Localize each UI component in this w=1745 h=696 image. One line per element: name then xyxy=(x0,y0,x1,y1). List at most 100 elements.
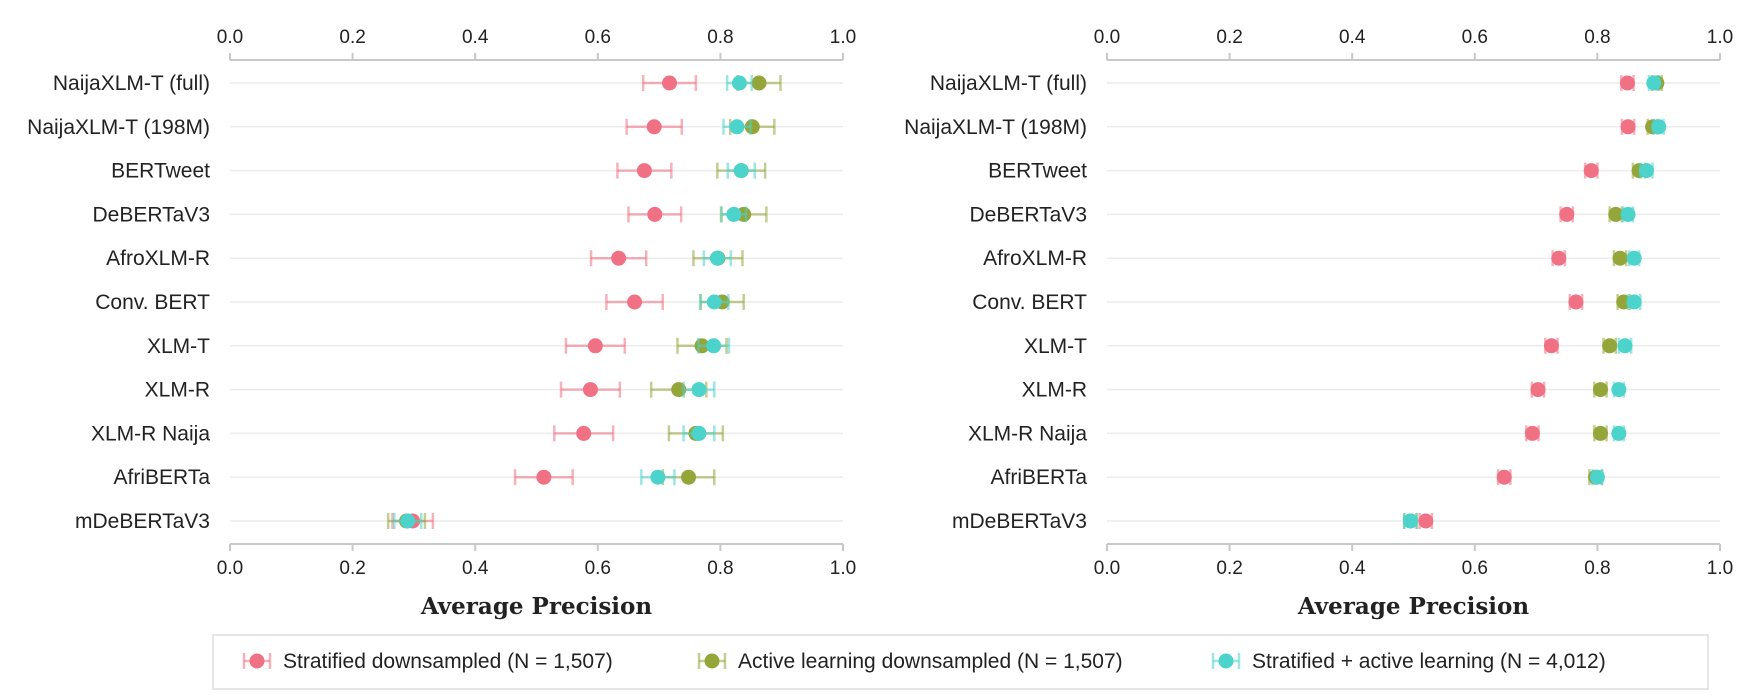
category-label: XLM-R Naija xyxy=(968,422,1087,445)
category-label: NaijaXLM-T (198M) xyxy=(904,116,1087,139)
legend-label: Active learning downsampled (N = 1,507) xyxy=(738,650,1123,673)
panel-1: 0.0 0.2 0.4 0.6 0.8 1.0 0.0 0.2 0.4 0.6 0.8 1.0 Aver… xyxy=(27,27,856,620)
data-point xyxy=(587,338,603,354)
category-label: NaijaXLM-T (full) xyxy=(53,72,210,95)
x-tick-label: 1.0 xyxy=(1707,27,1733,48)
category-label: Conv. BERT xyxy=(972,291,1087,314)
x-tick-label: 0.8 xyxy=(1584,558,1610,579)
legend-box xyxy=(212,634,1709,690)
data-point xyxy=(744,119,760,135)
x-tick-label: 0.8 xyxy=(707,27,733,48)
category-label: AfriBERTa xyxy=(114,466,211,489)
x-tick-label: 0.2 xyxy=(339,27,365,48)
x-tick-label: 0.0 xyxy=(1094,558,1120,579)
data-point xyxy=(751,75,767,91)
data-point xyxy=(1626,294,1642,310)
data-point xyxy=(1583,163,1599,179)
data-point xyxy=(1626,250,1642,266)
data-point xyxy=(691,425,707,441)
data-point xyxy=(1602,338,1618,354)
category-label: XLM-T xyxy=(147,335,210,358)
category-label: AfroXLM-R xyxy=(983,247,1087,270)
data-point xyxy=(1651,119,1667,135)
category-label: Conv. BERT xyxy=(95,291,210,314)
data-point xyxy=(726,206,742,222)
data-point xyxy=(582,382,598,398)
data-point xyxy=(400,513,416,529)
category-label: XLM-T xyxy=(1024,335,1087,358)
data-point xyxy=(1646,75,1662,91)
legend-label: Stratified downsampled (N = 1,507) xyxy=(283,650,613,673)
category-label: NaijaXLM-T (full) xyxy=(930,72,1087,95)
category-label: DeBERTaV3 xyxy=(92,203,210,226)
legend-marker xyxy=(704,653,720,669)
category-label: XLM-R xyxy=(145,379,210,402)
x-tick-label: 0.4 xyxy=(1339,558,1366,579)
category-label: AfroXLM-R xyxy=(106,247,210,270)
data-point xyxy=(709,250,725,266)
data-point xyxy=(1543,338,1559,354)
x-tick-label: 0.6 xyxy=(585,558,611,579)
x-tick-label: 1.0 xyxy=(830,558,856,579)
data-point xyxy=(1611,382,1627,398)
category-label: NaijaXLM-T (198M) xyxy=(27,116,210,139)
series-1 xyxy=(391,75,698,529)
data-point xyxy=(1589,469,1605,485)
data-point xyxy=(1551,250,1567,266)
data-point xyxy=(691,382,707,398)
x-tick-label: 1.0 xyxy=(1707,558,1733,579)
data-point xyxy=(706,294,722,310)
panel-2: 0.0 0.2 0.4 0.6 0.8 1.0 0.0 0.2 0.4 0.6 0.8 1.0 Aver… xyxy=(904,27,1733,620)
x-axis-label: Average Precision xyxy=(420,593,652,620)
data-point xyxy=(1402,513,1418,529)
data-point xyxy=(536,469,552,485)
category-label: DeBERTaV3 xyxy=(969,203,1087,226)
x-tick-label: 0.0 xyxy=(1094,27,1120,48)
data-point xyxy=(1619,75,1635,91)
x-tick-label: 0.6 xyxy=(585,27,611,48)
data-point xyxy=(1592,382,1608,398)
x-tick-label: 0.6 xyxy=(1462,558,1488,579)
data-point xyxy=(706,338,722,354)
legend-item-1: Stratified downsampled (N = 1,507) xyxy=(242,650,613,673)
data-point xyxy=(731,75,747,91)
x-tick-label: 0.8 xyxy=(707,558,733,579)
category-label: BERTweet xyxy=(111,160,210,183)
data-point xyxy=(662,75,678,91)
data-point xyxy=(1418,513,1434,529)
data-point xyxy=(681,469,697,485)
x-tick-label: 0.0 xyxy=(217,27,243,48)
data-point xyxy=(729,119,745,135)
data-point xyxy=(1638,163,1654,179)
series-3 xyxy=(1402,75,1667,529)
data-point xyxy=(1620,119,1636,135)
data-point xyxy=(650,469,666,485)
data-point xyxy=(1617,338,1633,354)
data-point xyxy=(1611,425,1627,441)
x-tick-label: 0.0 xyxy=(217,558,243,579)
legend-marker xyxy=(249,653,265,669)
data-point xyxy=(733,163,749,179)
legend: Stratified downsampled (N = 1,507) Active… xyxy=(212,634,1709,690)
series-3 xyxy=(393,75,756,529)
data-point xyxy=(1608,206,1624,222)
legend-label: Stratified + active learning (N = 4,012) xyxy=(1252,650,1606,673)
category-label: mDeBERTaV3 xyxy=(75,510,210,533)
chart-panels: 0.0 0.2 0.4 0.6 0.8 1.0 0.0 0.2 0.4 0.6 0.8 1.0 Aver… xyxy=(27,27,1733,620)
x-tick-label: 0.4 xyxy=(462,558,489,579)
x-tick-label: 1.0 xyxy=(830,27,856,48)
data-point xyxy=(611,250,627,266)
category-label: BERTweet xyxy=(988,160,1087,183)
legend-marker xyxy=(1218,653,1234,669)
category-label: mDeBERTaV3 xyxy=(952,510,1087,533)
data-point xyxy=(1620,206,1636,222)
data-point xyxy=(646,119,662,135)
legend-item-2: Active learning downsampled (N = 1,507) xyxy=(697,650,1123,673)
x-tick-label: 0.4 xyxy=(462,27,489,48)
x-axis-label: Average Precision xyxy=(1297,593,1529,620)
x-tick-label: 0.2 xyxy=(1216,558,1242,579)
data-point xyxy=(636,163,652,179)
data-point xyxy=(1568,294,1584,310)
x-tick-label: 0.8 xyxy=(1584,27,1610,48)
